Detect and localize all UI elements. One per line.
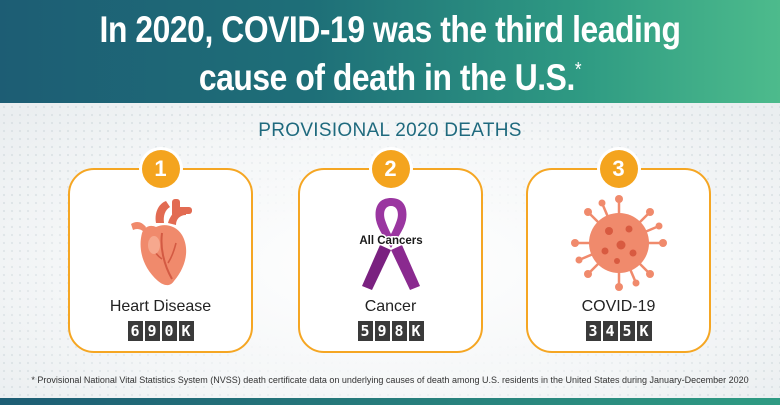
headline-line-1: In 2020, COVID-19 was the third leading <box>99 9 681 50</box>
footnote: * Provisional National Vital Statistics … <box>31 375 749 385</box>
count-digit: 9 <box>374 321 390 341</box>
card-label: Cancer <box>364 298 417 315</box>
footer-bar <box>0 398 780 405</box>
card-label: Heart Disease <box>109 298 212 315</box>
heart-icon <box>70 190 251 295</box>
count-digit: 4 <box>602 321 618 341</box>
count-digit: 9 <box>144 321 160 341</box>
card-label: COVID-19 <box>581 298 656 315</box>
count-digit: 5 <box>357 321 373 341</box>
rank-badge: 1 <box>141 150 180 188</box>
virus-icon <box>528 190 709 295</box>
count-digit: 3 <box>585 321 601 341</box>
subtitle: PROVISIONAL 2020 DEATHS <box>258 120 522 141</box>
headline-line-2-text: cause of death in the U.S. <box>198 57 575 98</box>
rank-badge: 2 <box>371 150 410 188</box>
ribbon-icon: All Cancers <box>300 190 481 295</box>
card-covid-19: 3 <box>526 150 711 353</box>
count-digit: K <box>178 321 194 341</box>
ribbon-text: All Cancers <box>359 235 422 247</box>
count-digit: 8 <box>391 321 407 341</box>
count-digit: 6 <box>127 321 143 341</box>
count-digit: K <box>408 321 424 341</box>
count-digit: K <box>636 321 652 341</box>
content-area: PROVISIONAL 2020 DEATHS 1 Heart Disease … <box>0 103 780 398</box>
count-digit: 0 <box>161 321 177 341</box>
header-banner: In 2020, COVID-19 was the third leading … <box>0 0 780 103</box>
headline-asterisk: * <box>574 59 582 81</box>
count-digit: 5 <box>619 321 635 341</box>
headline-line-2: cause of death in the U.S.* <box>55 50 726 98</box>
rank-badge: 3 <box>599 150 638 188</box>
